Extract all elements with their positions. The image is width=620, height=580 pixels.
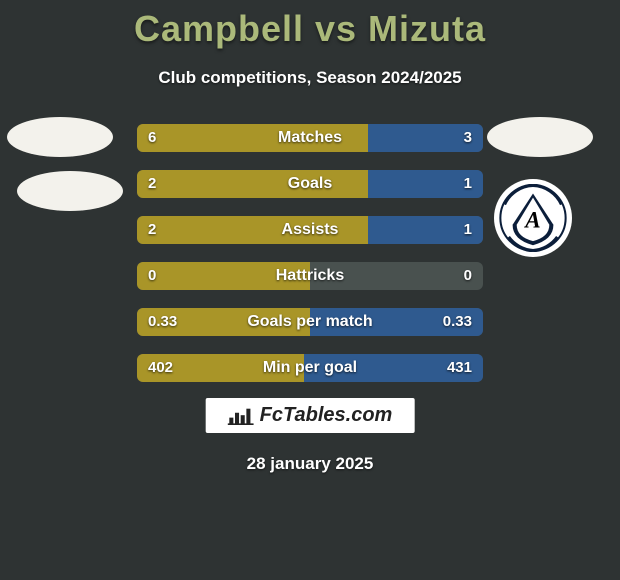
stat-name: Goals <box>137 170 483 198</box>
fctables-text: FcTables.com <box>260 404 393 427</box>
stat-name: Hattricks <box>137 262 483 290</box>
svg-text:A: A <box>523 208 540 234</box>
stat-name: Min per goal <box>137 354 483 382</box>
infographic-date: 28 january 2025 <box>0 454 620 474</box>
bar-chart-icon <box>228 406 254 426</box>
player-badge-right-1 <box>487 117 593 157</box>
stat-name: Matches <box>137 124 483 152</box>
player-badge-left-1 <box>7 117 113 157</box>
subtitle: Club competitions, Season 2024/2025 <box>0 68 620 88</box>
stat-row: 21Goals <box>137 170 483 198</box>
club-crest-icon: A <box>499 184 567 252</box>
stat-row: 63Matches <box>137 124 483 152</box>
stat-row: 00Hattricks <box>137 262 483 290</box>
stat-name: Assists <box>137 216 483 244</box>
player-badge-left-2 <box>17 171 123 211</box>
comparison-bars: 63Matches 21Goals 21Assists 00Hattricks 0.33… <box>137 124 483 400</box>
page-title: Campbell vs Mizuta <box>0 0 620 50</box>
stat-row: 402431Min per goal <box>137 354 483 382</box>
stat-name: Goals per match <box>137 308 483 336</box>
fctables-logo: FcTables.com <box>206 398 415 433</box>
club-logo-right: A <box>494 179 572 257</box>
stat-row: 0.330.33Goals per match <box>137 308 483 336</box>
stat-row: 21Assists <box>137 216 483 244</box>
